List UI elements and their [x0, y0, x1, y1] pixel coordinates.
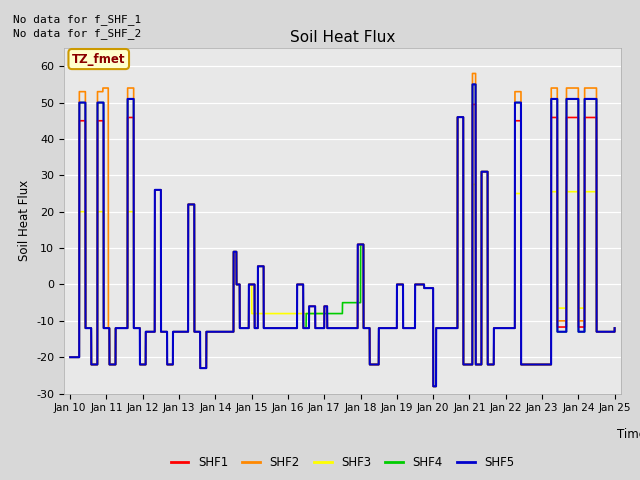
Line: SHF5: SHF5	[70, 84, 614, 386]
SHF3	[414, 282, 422, 288]
SHF2	[611, 325, 618, 331]
SHF2	[604, 329, 611, 335]
SHF4	[540, 361, 547, 367]
Text: TZ_fmet: TZ_fmet	[72, 52, 125, 66]
SHF1	[611, 325, 618, 331]
Title: Soil Heat Flux: Soil Heat Flux	[290, 30, 395, 46]
X-axis label: Time: Time	[618, 428, 640, 441]
Legend: SHF1, SHF2, SHF3, SHF4, SHF5: SHF1, SHF2, SHF3, SHF4, SHF5	[166, 451, 519, 474]
Line: SHF2: SHF2	[70, 73, 614, 386]
SHF5	[311, 303, 319, 309]
Text: No data for f_SHF_1: No data for f_SHF_1	[13, 13, 141, 24]
SHF1	[604, 329, 611, 335]
SHF5	[429, 384, 437, 389]
SHF1	[429, 384, 437, 389]
Line: SHF4: SHF4	[70, 84, 614, 386]
SHF1	[610, 329, 618, 335]
SHF3	[311, 311, 319, 316]
SHF5	[611, 325, 618, 331]
SHF4	[311, 311, 319, 316]
SHF5	[67, 354, 74, 360]
SHF5	[540, 361, 547, 367]
Line: SHF3: SHF3	[70, 117, 614, 386]
SHF3	[611, 325, 618, 331]
SHF2	[610, 329, 618, 335]
SHF3	[454, 114, 461, 120]
SHF5	[468, 82, 476, 87]
SHF1	[311, 303, 319, 309]
SHF1	[468, 101, 476, 107]
Y-axis label: Soil Heat Flux: Soil Heat Flux	[17, 180, 31, 262]
SHF5	[555, 329, 563, 335]
SHF3	[429, 384, 437, 389]
SHF4	[429, 384, 437, 389]
SHF3	[555, 305, 563, 311]
SHF4	[610, 329, 618, 335]
SHF2	[67, 354, 74, 360]
SHF2	[429, 384, 437, 389]
SHF4	[414, 282, 422, 288]
SHF3	[604, 329, 611, 335]
SHF2	[540, 361, 547, 367]
SHF2	[468, 71, 476, 76]
SHF4	[67, 354, 74, 360]
SHF4	[468, 82, 476, 87]
SHF3	[67, 354, 74, 360]
Line: SHF1: SHF1	[70, 104, 614, 386]
SHF1	[414, 282, 422, 288]
SHF1	[540, 361, 547, 367]
SHF2	[555, 318, 563, 324]
SHF4	[555, 329, 563, 335]
SHF2	[414, 282, 422, 288]
SHF4	[611, 325, 618, 331]
SHF3	[540, 361, 547, 367]
Text: No data for f_SHF_2: No data for f_SHF_2	[13, 28, 141, 39]
SHF1	[67, 354, 74, 360]
SHF5	[610, 329, 618, 335]
SHF5	[414, 282, 422, 288]
SHF5	[604, 329, 611, 335]
SHF4	[604, 329, 611, 335]
SHF2	[311, 303, 319, 309]
SHF1	[555, 324, 563, 330]
SHF3	[610, 329, 618, 335]
